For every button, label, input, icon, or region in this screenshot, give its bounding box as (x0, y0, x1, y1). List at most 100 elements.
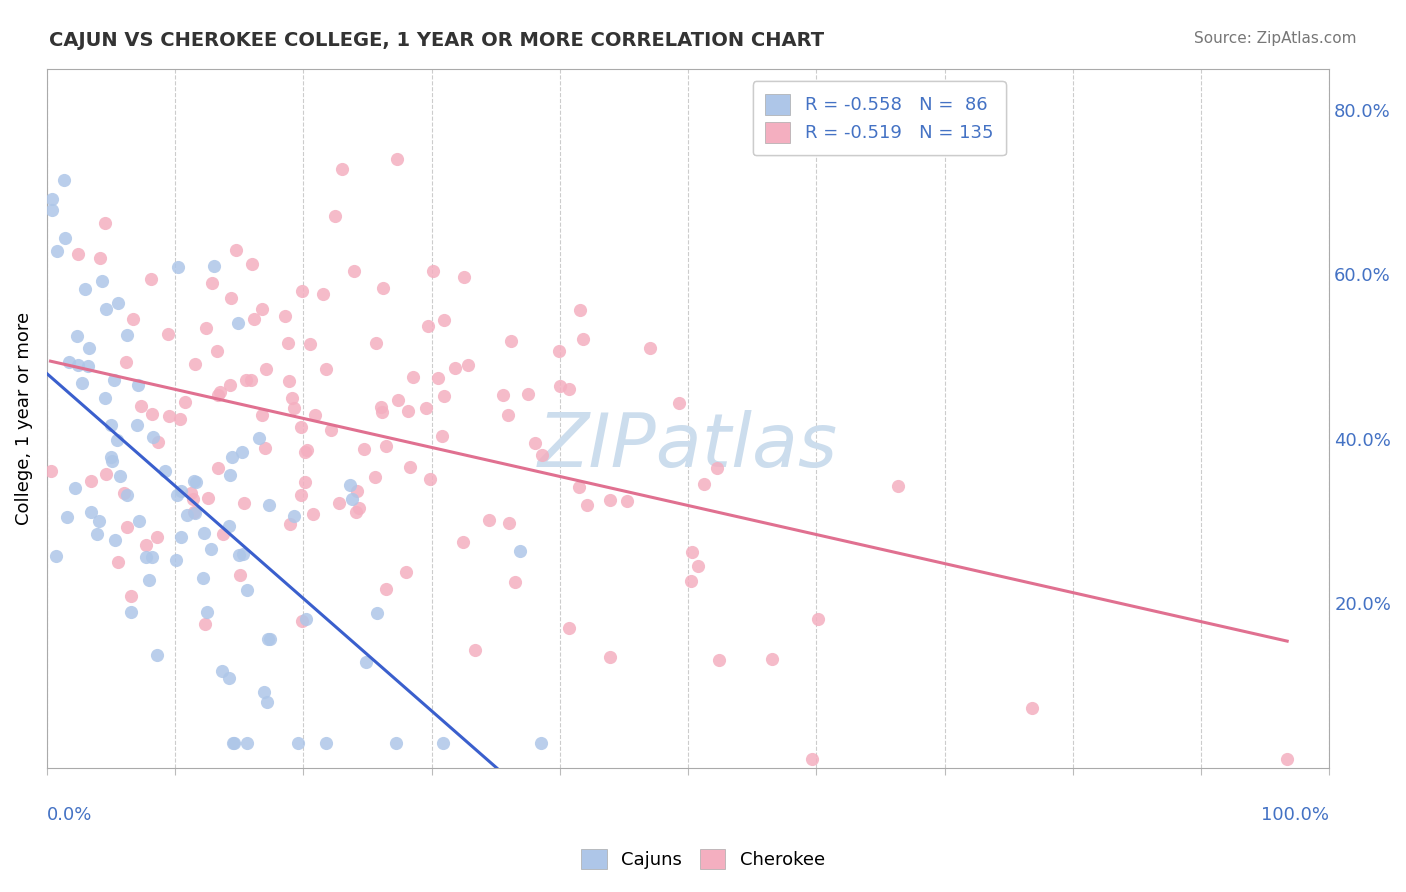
Point (569, 303, 592, 318)
Point (387, 152, 409, 166)
Point (315, 362, 337, 376)
Point (415, 401, 437, 416)
Point (558, 621, 581, 635)
Y-axis label: College, 1 year or more: College, 1 year or more (15, 311, 32, 524)
Point (66, 329, 89, 343)
Point (52, 172, 75, 186)
Point (76, 359, 98, 373)
Point (112, 486, 135, 500)
Point (94, 467, 117, 481)
Point (184, 357, 207, 371)
Point (107, 296, 129, 310)
Point (638, 341, 661, 355)
Point (807, 612, 830, 626)
Point (887, 479, 910, 493)
Point (299, 337, 322, 351)
Point (375, 582, 398, 597)
Point (197, 491, 219, 506)
Point (120, 605, 142, 619)
Point (668, 395, 690, 409)
Point (184, 506, 207, 520)
Point (115, 355, 138, 369)
Point (70, 376, 93, 391)
Point (498, 409, 520, 423)
Point (142, 430, 165, 444)
Point (225, 244, 247, 258)
Point (183, 474, 205, 488)
Point (686, 558, 709, 573)
Point (492, 388, 515, 402)
Point (169, 530, 191, 544)
Point (129, 399, 152, 413)
Point (297, 442, 319, 457)
Point (202, 260, 225, 274)
Point (66, 246, 89, 260)
Point (254, 441, 277, 455)
Point (616, 494, 638, 508)
Point (63, 481, 86, 495)
Point (219, 292, 242, 306)
Point (328, 495, 350, 509)
Point (128, 514, 150, 528)
Point (347, 500, 370, 515)
Point (138, 573, 160, 587)
Point (354, 656, 377, 670)
Legend: R = -0.558   N =  86, R = -0.519   N = 135: R = -0.558 N = 86, R = -0.519 N = 135 (752, 81, 1007, 155)
Point (218, 468, 240, 483)
Point (464, 643, 486, 657)
Point (693, 477, 716, 491)
Point (457, 359, 479, 373)
Point (221, 450, 243, 465)
Point (568, 480, 591, 494)
Point (419, 472, 441, 486)
Point (706, 460, 728, 475)
Text: 100.0%: 100.0% (1261, 806, 1329, 824)
Point (100, 417, 122, 432)
Point (302, 508, 325, 522)
Point (426, 371, 449, 385)
Point (157, 326, 180, 341)
Point (117, 520, 139, 534)
Point (281, 391, 304, 405)
Point (253, 685, 276, 699)
Point (330, 161, 353, 176)
Point (283, 401, 305, 416)
Point (184, 475, 207, 490)
Point (278, 516, 301, 531)
Point (176, 508, 198, 523)
Point (599, 649, 621, 664)
Point (363, 470, 385, 484)
Point (108, 469, 131, 483)
Point (170, 484, 193, 499)
Point (122, 311, 145, 326)
Point (550, 379, 572, 393)
Point (224, 736, 246, 750)
Point (416, 318, 439, 333)
Point (572, 333, 595, 347)
Legend: Cajuns, Cherokee: Cajuns, Cherokee (572, 839, 834, 879)
Point (146, 435, 169, 450)
Point (366, 606, 388, 620)
Point (231, 444, 253, 458)
Point (207, 388, 229, 402)
Point (56, 509, 79, 524)
Point (505, 574, 527, 589)
Point (398, 459, 420, 474)
Point (681, 545, 703, 559)
Point (153, 464, 176, 478)
Point (146, 530, 169, 544)
Point (94, 391, 117, 405)
Point (94, 216, 117, 230)
Point (174, 394, 197, 409)
Point (291, 615, 314, 629)
Point (167, 260, 190, 275)
Text: Source: ZipAtlas.com: Source: ZipAtlas.com (1194, 31, 1357, 46)
Point (166, 488, 188, 502)
Point (444, 360, 467, 375)
Point (86, 527, 108, 541)
Point (304, 408, 326, 422)
Point (548, 343, 571, 358)
Point (576, 498, 599, 512)
Point (207, 461, 229, 475)
Point (90, 274, 112, 288)
